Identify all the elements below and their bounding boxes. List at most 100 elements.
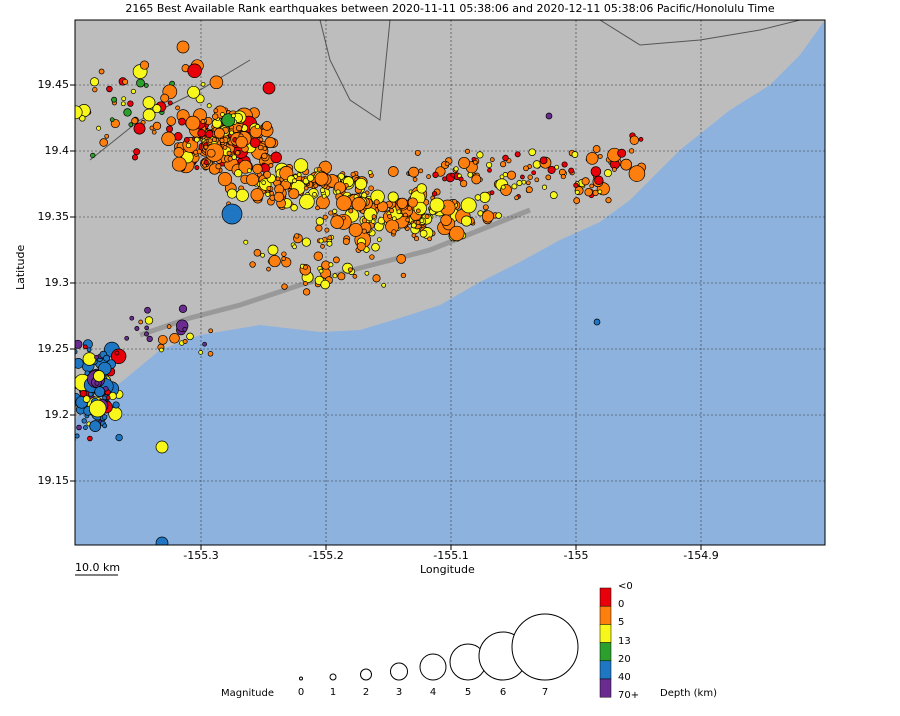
earthquake-marker[interactable] <box>328 210 334 216</box>
earthquake-marker[interactable] <box>534 177 540 183</box>
earthquake-marker[interactable] <box>391 229 397 235</box>
earthquake-marker[interactable] <box>208 328 214 334</box>
earthquake-marker[interactable] <box>584 188 593 197</box>
earthquake-marker[interactable] <box>185 142 192 149</box>
earthquake-marker[interactable] <box>560 174 566 180</box>
earthquake-marker[interactable] <box>98 68 105 75</box>
earthquake-marker[interactable] <box>235 150 241 156</box>
earthquake-marker[interactable] <box>127 100 134 107</box>
earthquake-marker[interactable] <box>369 254 375 260</box>
earthquake-marker[interactable] <box>481 210 495 223</box>
earthquake-marker[interactable] <box>226 150 232 156</box>
earthquake-marker[interactable] <box>531 170 537 176</box>
earthquake-marker[interactable] <box>571 151 579 158</box>
earthquake-marker[interactable] <box>131 154 139 161</box>
earthquake-marker[interactable] <box>93 370 105 383</box>
earthquake-marker[interactable] <box>458 156 471 169</box>
earthquake-marker[interactable] <box>144 306 151 314</box>
earthquake-marker[interactable] <box>281 256 287 262</box>
earthquake-marker[interactable] <box>178 117 186 126</box>
earthquake-marker[interactable] <box>361 228 367 234</box>
earthquake-marker[interactable] <box>86 347 92 353</box>
earthquake-marker[interactable] <box>313 251 323 261</box>
earthquake-marker[interactable] <box>426 174 431 179</box>
earthquake-marker[interactable] <box>415 220 421 225</box>
earthquake-marker[interactable] <box>356 241 366 251</box>
earthquake-marker[interactable] <box>342 238 350 245</box>
earthquake-marker[interactable] <box>506 170 517 180</box>
earthquake-marker[interactable] <box>500 184 506 190</box>
earthquake-marker[interactable] <box>252 163 263 175</box>
earthquake-marker[interactable] <box>373 199 380 206</box>
earthquake-marker[interactable] <box>96 125 102 131</box>
earthquake-marker[interactable] <box>219 137 225 143</box>
earthquake-marker[interactable] <box>121 96 127 102</box>
earthquake-marker[interactable] <box>270 151 282 164</box>
earthquake-marker[interactable] <box>206 103 212 109</box>
earthquake-marker[interactable] <box>144 331 149 337</box>
earthquake-marker[interactable] <box>302 264 308 270</box>
earthquake-marker[interactable] <box>302 288 311 296</box>
earthquake-marker[interactable] <box>266 185 272 191</box>
earthquake-marker[interactable] <box>185 115 201 131</box>
earthquake-marker[interactable] <box>612 167 617 172</box>
earthquake-marker[interactable] <box>500 161 507 168</box>
earthquake-marker[interactable] <box>211 137 217 143</box>
earthquake-marker[interactable] <box>495 212 502 219</box>
earthquake-marker[interactable] <box>111 96 118 103</box>
earthquake-marker[interactable] <box>176 40 190 54</box>
earthquake-marker[interactable] <box>514 151 521 158</box>
earthquake-marker[interactable] <box>554 164 560 170</box>
earthquake-marker[interactable] <box>638 137 644 142</box>
earthquake-marker[interactable] <box>479 191 491 203</box>
earthquake-marker[interactable] <box>262 121 272 131</box>
earthquake-marker[interactable] <box>387 213 393 219</box>
earthquake-marker[interactable] <box>169 333 180 344</box>
earthquake-marker[interactable] <box>442 176 448 182</box>
earthquake-marker[interactable] <box>403 212 408 218</box>
earthquake-marker[interactable] <box>449 225 465 242</box>
earthquake-marker[interactable] <box>88 399 107 418</box>
earthquake-marker[interactable] <box>136 78 145 88</box>
earthquake-marker[interactable] <box>561 161 568 168</box>
earthquake-marker[interactable] <box>303 185 309 191</box>
earthquake-marker[interactable] <box>249 137 261 148</box>
earthquake-marker[interactable] <box>336 195 352 211</box>
earthquake-marker[interactable] <box>617 148 627 158</box>
earthquake-marker[interactable] <box>568 167 575 174</box>
earthquake-marker[interactable] <box>523 165 529 172</box>
earthquake-marker[interactable] <box>142 96 156 109</box>
earthquake-marker[interactable] <box>94 386 106 398</box>
earthquake-marker[interactable] <box>128 122 134 127</box>
earthquake-marker[interactable] <box>396 209 402 215</box>
earthquake-marker[interactable] <box>620 158 633 171</box>
earthquake-marker[interactable] <box>520 174 525 180</box>
earthquake-marker[interactable] <box>92 86 98 93</box>
earthquake-marker[interactable] <box>146 335 153 343</box>
earthquake-marker[interactable] <box>489 157 495 162</box>
earthquake-marker[interactable] <box>131 117 139 125</box>
earthquake-marker[interactable] <box>217 172 233 187</box>
earthquake-marker[interactable] <box>129 315 135 321</box>
earthquake-marker[interactable] <box>547 165 556 174</box>
earthquake-marker[interactable] <box>604 169 612 178</box>
earthquake-marker[interactable] <box>486 161 493 169</box>
earthquake-marker[interactable] <box>212 113 219 120</box>
earthquake-marker[interactable] <box>516 180 523 186</box>
earthquake-marker[interactable] <box>511 183 518 190</box>
earthquake-marker[interactable] <box>502 172 508 178</box>
earthquake-marker[interactable] <box>123 108 132 117</box>
earthquake-marker[interactable] <box>328 262 334 268</box>
earthquake-marker[interactable] <box>83 425 88 430</box>
earthquake-marker[interactable] <box>418 168 424 174</box>
earthquake-marker[interactable] <box>316 166 322 172</box>
earthquake-marker[interactable] <box>396 254 407 264</box>
earthquake-marker[interactable] <box>90 152 96 159</box>
earthquake-marker[interactable] <box>155 440 169 454</box>
earthquake-marker[interactable] <box>246 173 259 187</box>
earthquake-marker[interactable] <box>461 215 472 227</box>
earthquake-marker[interactable] <box>335 189 341 195</box>
earthquake-marker[interactable] <box>227 188 238 199</box>
earthquake-marker[interactable] <box>112 401 120 409</box>
earthquake-marker[interactable] <box>330 215 344 229</box>
